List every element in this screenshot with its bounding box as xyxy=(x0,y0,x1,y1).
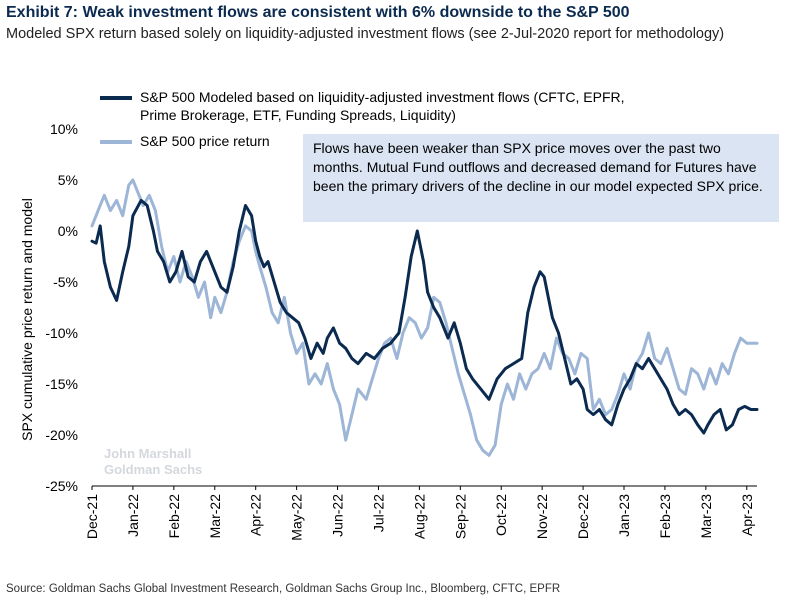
series-line-price xyxy=(90,178,759,457)
x-tick-label: Feb-22 xyxy=(166,494,182,539)
legend-label: Prime Brokerage, ETF, Funding Spreads, L… xyxy=(140,107,456,123)
y-tick-label: 0% xyxy=(58,223,78,239)
chart-annotation: Flows have been weaker than SPX price mo… xyxy=(303,134,779,222)
x-tick-label: Jan-22 xyxy=(125,494,141,537)
x-tick-label: Aug-22 xyxy=(411,494,427,539)
chart-legend: S&P 500 Modeled based on liquidity-adjus… xyxy=(100,89,625,149)
y-tick-label: 10% xyxy=(50,121,78,137)
x-tick-label: Oct-22 xyxy=(493,494,509,536)
legend-label: S&P 500 Modeled based on liquidity-adjus… xyxy=(140,89,625,105)
x-tick-label: May-22 xyxy=(289,494,305,541)
y-tick-label: -15% xyxy=(45,376,78,392)
x-tick-label: Jun-22 xyxy=(330,494,346,537)
x-tick-label: Jan-23 xyxy=(616,494,632,537)
watermark-line: Goldman Sachs xyxy=(104,462,202,477)
chart-lines xyxy=(90,178,759,457)
y-tick-label: 5% xyxy=(58,172,78,188)
chart-axes: 10% 5% 0% -5% -10% -15% -20% -25% Dec-21 Jan-22 Fe… xyxy=(19,121,757,541)
x-tick-label: Mar-23 xyxy=(698,494,714,539)
series-line-model xyxy=(90,198,759,435)
x-tick-label: Nov-22 xyxy=(534,494,550,539)
x-tick-label: Apr-23 xyxy=(739,494,755,536)
y-tick-label: -5% xyxy=(53,274,78,290)
source-note: Source: Goldman Sachs Global Investment … xyxy=(6,583,561,595)
y-tick-label: -10% xyxy=(45,325,78,341)
legend-label: S&P 500 price return xyxy=(140,133,270,149)
x-tick-label: Mar-22 xyxy=(207,494,223,539)
chart-subtitle: Modeled SPX return based solely on liqui… xyxy=(6,26,725,42)
x-tick-label: Dec-21 xyxy=(84,494,100,539)
chart-title: Exhibit 7: Weak investment flows are con… xyxy=(6,4,630,21)
y-tick-label: -25% xyxy=(45,478,78,494)
x-tick-label: Dec-22 xyxy=(575,494,591,539)
y-tick-label: -20% xyxy=(45,427,78,443)
x-tick-label: Jul-22 xyxy=(370,494,386,532)
y-axis-label: SPX cumulative price return and model xyxy=(19,198,35,441)
x-tick-label: Apr-22 xyxy=(248,494,264,536)
watermark-line: John Marshall xyxy=(104,446,191,461)
x-tick-label: Sep-22 xyxy=(452,494,468,539)
x-tick-label: Feb-23 xyxy=(657,494,673,539)
